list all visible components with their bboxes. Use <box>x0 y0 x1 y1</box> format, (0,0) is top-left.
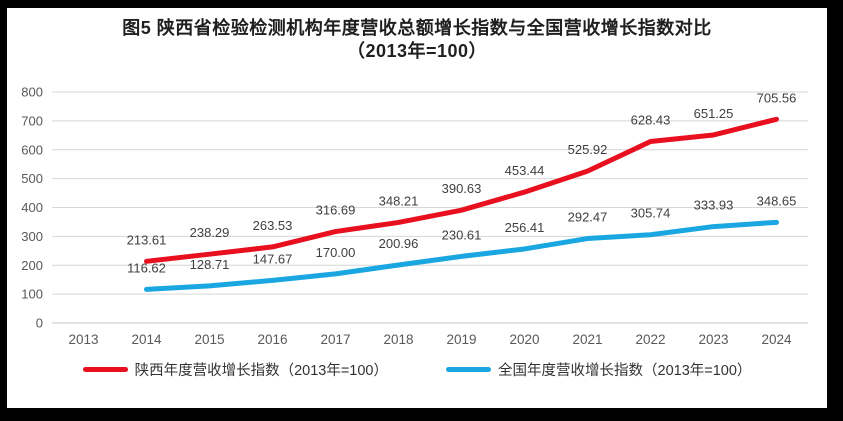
x-axis-tick-label: 2018 <box>383 332 413 347</box>
data-point-label: 263.53 <box>253 218 293 233</box>
data-point-label: 348.21 <box>379 193 419 208</box>
data-point-label: 651.25 <box>694 106 734 121</box>
x-axis-tick-label: 2021 <box>572 332 602 347</box>
data-point-label: 147.67 <box>253 251 293 266</box>
chart-figure: 0 100 200 300 400 500 600 700 800 2013 2014 2015 201… <box>7 8 827 408</box>
data-point-label: 333.93 <box>694 198 734 213</box>
chart-title-line1: 图5 陕西省检验检测机构年度营收总额增长指数与全国营收增长指数对比 <box>122 18 712 38</box>
data-point-label: 170.00 <box>316 245 356 260</box>
series-line <box>144 219 779 292</box>
series-line <box>144 116 779 264</box>
y-axis-tick-label: 500 <box>21 171 43 186</box>
y-axis-tick-label: 400 <box>21 200 43 215</box>
data-point-label: 525.92 <box>568 142 608 157</box>
x-axis-tick-label: 2023 <box>698 332 728 347</box>
data-point-label: 256.41 <box>505 220 545 235</box>
data-point-label: 230.61 <box>442 227 482 242</box>
x-axis-tick-label: 2024 <box>761 332 792 347</box>
x-axis-tick-label: 2013 <box>68 332 98 347</box>
data-point-label: 628.43 <box>631 113 671 128</box>
y-axis-tick-label: 100 <box>21 287 43 302</box>
data-point-label: 116.62 <box>127 260 166 275</box>
y-axis-tick-label: 600 <box>21 142 43 157</box>
data-point-label: 213.61 <box>127 232 167 247</box>
x-axis-tick-label: 2017 <box>320 332 350 347</box>
data-point-label: 705.56 <box>757 90 797 105</box>
data-point-label: 390.63 <box>442 181 482 196</box>
x-axis-tick-label: 2020 <box>509 332 539 347</box>
chart-title-line2: （2013年=100） <box>346 41 488 61</box>
y-axis-tick-label: 700 <box>21 113 43 128</box>
red-line-swatch-icon <box>82 367 128 372</box>
x-axis-tick-label: 2015 <box>194 332 224 347</box>
legend-label-national: 全国年度营收增长指数（2013年=100） <box>498 363 752 379</box>
x-axis-tick-label: 2022 <box>635 332 665 347</box>
chart-canvas: 0 100 200 300 400 500 600 700 800 2013 2014 2015 201… <box>21 85 808 347</box>
data-point-label: 316.69 <box>316 203 356 218</box>
legend-item-national: 全国年度营收增长指数（2013年=100） <box>446 359 751 380</box>
chart-title: 图5 陕西省检验检测机构年度营收总额增长指数与全国营收增长指数对比 （2013年… <box>7 17 827 63</box>
y-axis-tick-label: 200 <box>21 258 43 273</box>
x-axis-tick-label: 2016 <box>257 332 287 347</box>
x-axis-tick-label: 2019 <box>446 332 476 347</box>
legend-item-shaanxi: 陕西年度营收增长指数（2013年=100） <box>82 359 388 380</box>
y-axis-tick-label: 800 <box>21 85 43 100</box>
y-axis-tick-label: 300 <box>21 229 43 244</box>
data-point-label: 128.71 <box>190 257 230 272</box>
data-point-label: 292.47 <box>568 210 608 225</box>
data-point-label: 238.29 <box>190 225 230 240</box>
x-axis-tick-label: 2014 <box>131 332 162 347</box>
y-axis-tick-label: 0 <box>36 316 43 331</box>
blue-line-swatch-icon <box>446 367 491 372</box>
data-point-label: 348.65 <box>757 193 797 208</box>
data-point-label: 305.74 <box>631 206 671 221</box>
legend-label-shaanxi: 陕西年度营收增长指数（2013年=100） <box>134 363 388 379</box>
chart-legend: 陕西年度营收增长指数（2013年=100） 全国年度营收增长指数（2013年=1… <box>7 359 827 380</box>
data-point-label: 453.44 <box>505 163 545 178</box>
data-point-label: 200.96 <box>379 236 419 251</box>
